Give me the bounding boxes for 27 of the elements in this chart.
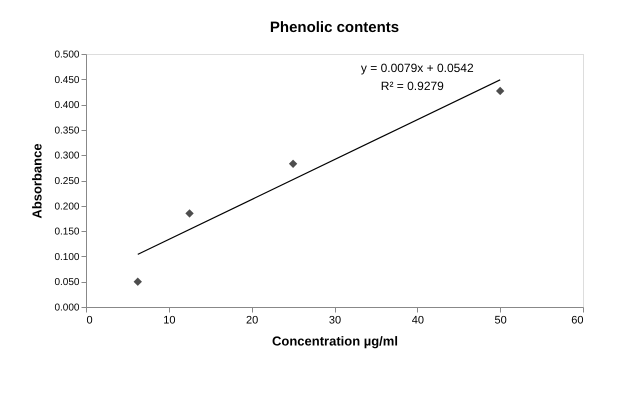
y-tick-label: 0.050 [54, 277, 80, 288]
x-tick-label: 40 [412, 314, 424, 326]
y-tick-label: 0.300 [54, 150, 80, 162]
y-tick-label: 0.100 [54, 252, 80, 263]
point [134, 278, 142, 286]
y-tick-label: 0.350 [54, 125, 80, 136]
y-tick-label: 0.200 [54, 201, 80, 212]
y-axis-title: Absorbance [29, 143, 44, 219]
y-tick-label: 0.450 [54, 74, 80, 86]
point [496, 86, 504, 96]
point [185, 209, 194, 218]
x-tick-label: 30 [328, 314, 342, 326]
y-tick-label: 0.400 [54, 100, 80, 112]
x-tick-label: 20 [246, 314, 258, 326]
y-tick-label: 0.250 [54, 176, 80, 187]
point [288, 160, 298, 168]
x-tick-label: 50 [494, 314, 507, 326]
x-axis-title: Concentration µg/ml [272, 334, 398, 348]
y-tick-label: 0.500 [54, 50, 80, 60]
x-tick-label: 0 [86, 314, 93, 326]
y-tick-label: 0.000 [54, 302, 80, 314]
x-tick-label: 60 [571, 314, 584, 326]
annotation: y = 0.0079x + 0.0542 [360, 61, 474, 75]
chart-title: Phenolic contents [270, 19, 400, 36]
y-tick-label: 0.150 [54, 226, 80, 238]
x-tick-label: 10 [163, 314, 176, 326]
annotation: R² = 0.9279 [380, 79, 444, 93]
